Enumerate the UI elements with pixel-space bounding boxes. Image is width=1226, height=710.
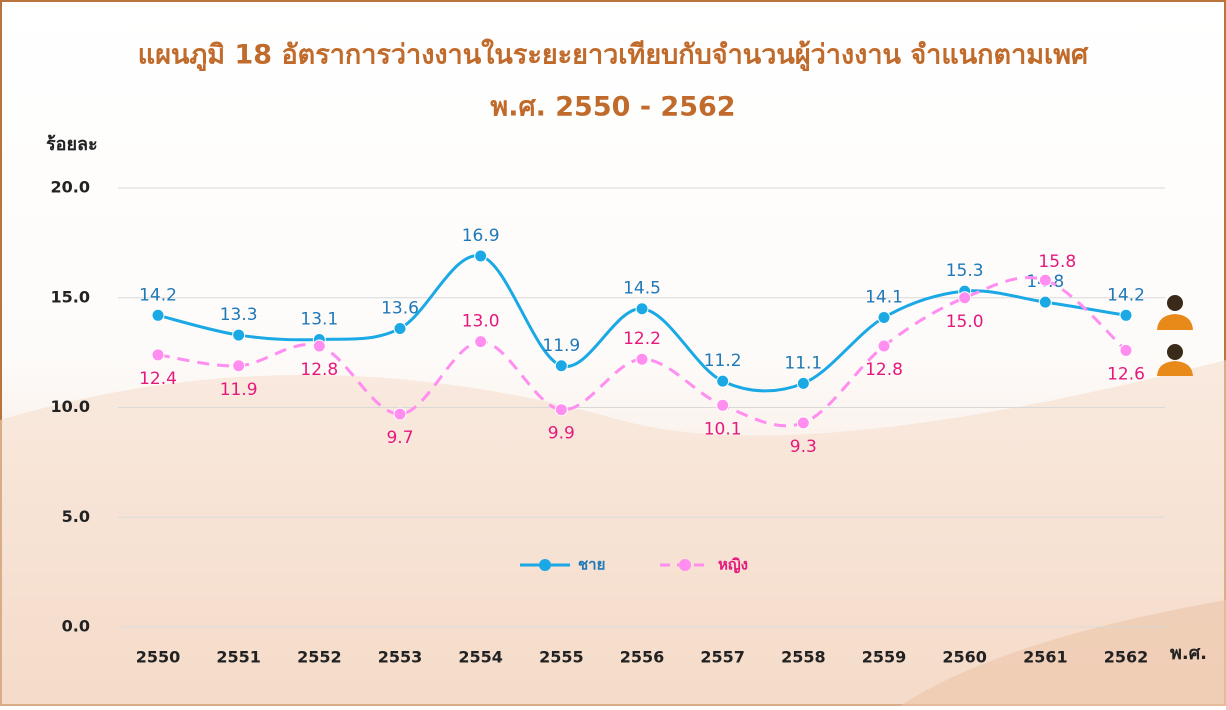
legend-label: ชาย: [578, 556, 605, 574]
data-label: 11.9: [542, 336, 580, 356]
data-label: 13.3: [220, 305, 258, 325]
data-label: 13.1: [300, 309, 338, 329]
legend-label: หญิง: [718, 556, 748, 574]
data-point: [233, 360, 245, 372]
data-point: [152, 309, 164, 321]
data-point: [1039, 274, 1051, 286]
x-tick-label: 2555: [539, 648, 584, 667]
data-label: 9.9: [548, 424, 575, 444]
data-label: 12.2: [623, 329, 661, 349]
data-point: [878, 340, 890, 352]
data-point: [959, 292, 971, 304]
data-label: 15.0: [946, 312, 984, 332]
data-label: 12.8: [300, 360, 338, 380]
data-point: [717, 375, 729, 387]
data-point: [878, 312, 890, 324]
data-point: [394, 322, 406, 334]
y-tick-label: 5.0: [62, 507, 90, 526]
data-point: [797, 417, 809, 429]
data-label: 15.3: [946, 261, 984, 281]
data-label: 9.3: [790, 437, 817, 457]
chart: แผนภูมิ 18 อัตราการว่างงานในระยะยาวเทียบ…: [0, 0, 1226, 706]
data-label: 16.9: [462, 226, 500, 246]
x-axis-label: พ.ศ.: [1170, 643, 1207, 664]
data-label: 13.0: [462, 312, 500, 332]
data-label: 13.6: [381, 298, 419, 318]
x-tick-label: 2558: [781, 648, 826, 667]
data-label: 11.2: [704, 351, 742, 371]
x-tick-label: 2552: [297, 648, 342, 667]
data-label: 12.4: [139, 369, 177, 389]
data-point: [636, 303, 648, 315]
chart-subtitle: พ.ศ. 2550 - 2562: [490, 92, 735, 123]
x-tick-label: 2561: [1023, 648, 1068, 667]
y-axis-label: ร้อยละ: [46, 134, 98, 155]
x-tick-label: 2551: [216, 648, 261, 667]
x-tick-label: 2550: [136, 648, 181, 667]
y-tick-label: 20.0: [51, 178, 90, 197]
data-point: [233, 329, 245, 341]
data-label: 12.6: [1107, 364, 1145, 384]
data-label: 15.8: [1038, 252, 1076, 272]
y-tick-label: 10.0: [51, 397, 90, 416]
data-label: 14.2: [1107, 285, 1145, 305]
data-point: [797, 377, 809, 389]
data-point: [636, 353, 648, 365]
x-tick-label: 2557: [700, 648, 745, 667]
data-label: 11.1: [784, 353, 822, 373]
data-label: 11.9: [220, 380, 258, 400]
data-point: [475, 250, 487, 262]
data-label: 14.2: [139, 285, 177, 305]
data-point: [717, 399, 729, 411]
data-label: 14.1: [865, 288, 903, 308]
chart-title: แผนภูมิ 18 อัตราการว่างงานในระยะยาวเทียบ…: [138, 39, 1089, 72]
y-tick-label: 0.0: [62, 617, 90, 636]
legend-marker: [539, 559, 551, 571]
data-label: 9.7: [386, 428, 413, 448]
data-point: [313, 340, 325, 352]
data-point: [1039, 296, 1051, 308]
data-label: 10.1: [704, 419, 742, 439]
legend-marker: [679, 559, 691, 571]
x-tick-label: 2559: [862, 648, 907, 667]
data-label: 12.8: [865, 360, 903, 380]
data-point: [1120, 344, 1132, 356]
data-point: [555, 360, 567, 372]
x-tick-label: 2562: [1104, 648, 1149, 667]
x-tick-label: 2554: [458, 648, 503, 667]
data-point: [152, 349, 164, 361]
data-point: [555, 404, 567, 416]
data-label: 14.5: [623, 279, 661, 299]
data-point: [394, 408, 406, 420]
x-tick-label: 2556: [620, 648, 665, 667]
y-tick-label: 15.0: [51, 287, 90, 306]
data-point: [1120, 309, 1132, 321]
x-tick-label: 2560: [942, 648, 987, 667]
x-tick-label: 2553: [378, 648, 423, 667]
data-point: [475, 336, 487, 348]
